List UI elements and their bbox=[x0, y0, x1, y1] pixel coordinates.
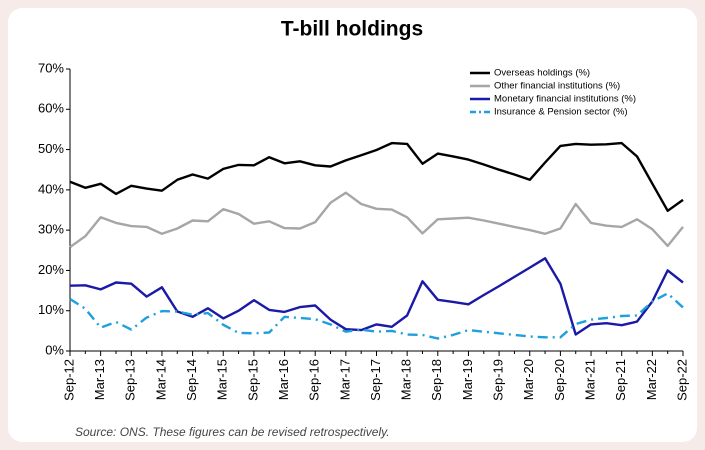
x-tick-label: Sep-17 bbox=[368, 359, 383, 401]
legend-label: Monetary financial institutions (%) bbox=[494, 94, 636, 105]
x-tick-label: Sep-13 bbox=[123, 359, 138, 401]
x-tick-label: Mar-22 bbox=[644, 359, 659, 400]
y-tick-label: 20% bbox=[38, 262, 64, 277]
y-tick-label: 10% bbox=[38, 302, 64, 317]
x-tick-label: Mar-19 bbox=[460, 359, 475, 400]
y-tick-label: 40% bbox=[38, 181, 64, 196]
y-tick-label: 0% bbox=[45, 342, 64, 357]
x-tick-label: Mar-16 bbox=[276, 359, 291, 400]
x-tick-label: Sep-16 bbox=[307, 359, 322, 401]
x-tick-label: Sep-21 bbox=[613, 359, 628, 401]
x-tick-label: Mar-20 bbox=[521, 359, 536, 400]
x-tick-label: Sep-22 bbox=[674, 359, 689, 401]
x-tick-label: Sep-15 bbox=[245, 359, 260, 401]
x-tick-label: Mar-13 bbox=[92, 359, 107, 400]
panel bbox=[8, 8, 697, 442]
legend-label: Insurance & Pension sector (%) bbox=[494, 107, 628, 118]
series-line bbox=[69, 191, 684, 249]
legend-label: Other financial institutions (%) bbox=[494, 81, 620, 92]
source-note: Source: ONS. These figures can be revise… bbox=[75, 425, 390, 439]
y-tick-label: 50% bbox=[38, 141, 64, 156]
series-line bbox=[69, 141, 684, 212]
x-tick-label: Mar-17 bbox=[337, 359, 352, 400]
series-line bbox=[69, 292, 684, 340]
chart-title: T-bill holdings bbox=[281, 18, 423, 41]
x-tick-label: Mar-21 bbox=[582, 359, 597, 400]
y-tick-label: 30% bbox=[38, 222, 64, 237]
x-tick-label: Sep-20 bbox=[552, 359, 567, 401]
y-tick-label: 60% bbox=[38, 101, 64, 116]
y-tick-label: 70% bbox=[38, 60, 64, 75]
x-tick-label: Sep-19 bbox=[491, 359, 506, 401]
x-tick-label: Mar-18 bbox=[399, 359, 414, 400]
x-tick-label: Mar-15 bbox=[215, 359, 230, 400]
x-tick-label: Mar-14 bbox=[153, 359, 168, 400]
x-tick-label: Sep-12 bbox=[61, 359, 76, 401]
series-line bbox=[69, 257, 684, 336]
legend-label: Overseas holdings (%) bbox=[494, 68, 590, 79]
x-tick-label: Sep-14 bbox=[184, 359, 199, 401]
x-tick-label: Sep-18 bbox=[429, 359, 444, 401]
